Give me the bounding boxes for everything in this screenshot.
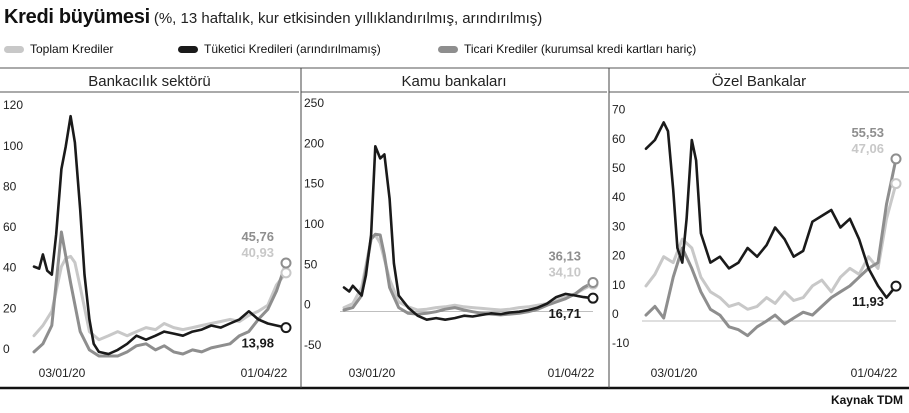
series-line-tuketici <box>342 145 595 322</box>
y-tick-label: 50 <box>612 161 626 175</box>
series-line-toplam <box>644 182 898 311</box>
end-label-ticari: 55,53 <box>851 125 884 140</box>
end-marker-tuketici <box>280 322 292 334</box>
y-tick-label: 120 <box>3 98 23 112</box>
x-tick-label: 03/01/20 <box>651 366 698 380</box>
y-tick-label: 70 <box>612 103 626 117</box>
legend-label-tuketici: Tüketici Kredileri (arındırılmamış) <box>204 42 381 56</box>
legend-label-ticari: Ticari Krediler (kurumsal kredi kartları… <box>464 42 697 56</box>
x-tick-label: 03/01/20 <box>349 366 396 380</box>
page-title: Kredi büyümesi <box>4 6 150 28</box>
end-marker-ticari <box>587 277 599 289</box>
y-tick-label: 60 <box>3 220 17 234</box>
y-tick-label: 150 <box>304 177 324 191</box>
series-line-ticari <box>342 232 595 317</box>
y-tick-label: 0 <box>304 298 311 312</box>
y-tick-label: -50 <box>304 338 322 352</box>
panel-title: Kamu bankaları <box>401 73 506 90</box>
end-label-toplam: 34,10 <box>548 265 581 280</box>
y-tick-label: 40 <box>612 190 626 204</box>
legend-item-toplam: Toplam Krediler <box>4 42 113 56</box>
y-tick-label: 60 <box>612 132 626 146</box>
y-tick-label: 200 <box>304 136 324 150</box>
y-tick-label: 80 <box>3 179 17 193</box>
y-tick-label: 20 <box>3 301 17 315</box>
series-line-tuketici <box>644 121 898 299</box>
end-marker-toplam <box>890 178 902 190</box>
legend-swatch-tuketici <box>178 45 198 53</box>
source-label: Kaynak TDM <box>830 393 903 407</box>
legend-item-tuketici: Tüketici Kredileri (arındırılmamış) <box>178 42 381 56</box>
series-line-ticari <box>32 230 288 358</box>
y-tick-label: 250 <box>304 96 324 110</box>
panel-title: Özel Bankalar <box>712 72 806 90</box>
end-label-ticari: 45,76 <box>241 229 274 244</box>
chart-title-row: Kredi büyümesi (%, 13 haftalık, kur etkis… <box>4 6 542 29</box>
y-tick-label: -10 <box>612 336 630 350</box>
y-tick-label: 20 <box>612 249 626 263</box>
legend-item-ticari: Ticari Krediler (kurumsal kredi kartları… <box>438 42 696 56</box>
x-tick-label: 03/01/20 <box>39 366 86 380</box>
panel-title: Bankacılık sektörü <box>88 73 211 90</box>
page-subtitle: (%, 13 haftalık, kur etkisinden yıllıkla… <box>153 10 543 27</box>
end-label-tuketici: 13,98 <box>241 336 274 351</box>
y-tick-label: 0 <box>612 307 619 321</box>
y-tick-label: 50 <box>304 257 318 271</box>
end-label-toplam: 47,06 <box>851 141 884 156</box>
y-tick-label: 100 <box>3 139 23 153</box>
x-tick-label: 01/04/22 <box>548 366 595 380</box>
end-marker-toplam <box>280 267 292 279</box>
legend-swatch-toplam <box>4 45 24 53</box>
end-label-tuketici: 16,71 <box>548 306 581 321</box>
end-marker-ticari <box>280 257 292 269</box>
series-line-tuketici <box>32 114 288 356</box>
legend-swatch-ticari <box>438 45 458 53</box>
y-tick-label: 30 <box>612 219 626 233</box>
series-line-toplam <box>32 254 288 342</box>
end-marker-ticari <box>890 153 902 165</box>
series-line-ticari <box>644 157 898 338</box>
end-label-ticari: 36,13 <box>548 249 581 264</box>
end-label-toplam: 40,93 <box>241 245 274 260</box>
end-marker-tuketici <box>587 292 599 304</box>
legend-label-toplam: Toplam Krediler <box>30 42 114 56</box>
x-tick-label: 01/04/22 <box>851 366 898 380</box>
y-tick-label: 40 <box>3 261 17 275</box>
y-tick-label: 100 <box>304 217 324 231</box>
x-tick-label: 01/04/22 <box>241 366 288 380</box>
end-marker-tuketici <box>890 280 902 292</box>
y-tick-label: 10 <box>612 278 626 292</box>
end-label-tuketici: 11,93 <box>852 294 884 309</box>
y-tick-label: 0 <box>3 342 10 356</box>
legend: Toplam Krediler Tüketici Kredileri (arın… <box>4 42 904 62</box>
